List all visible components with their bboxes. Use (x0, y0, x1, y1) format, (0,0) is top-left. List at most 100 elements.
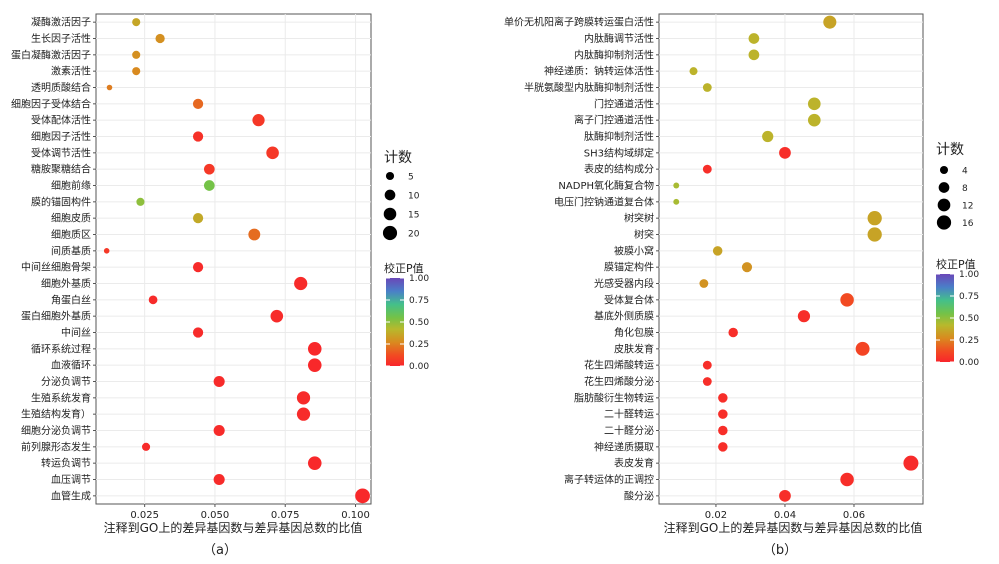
panel-b-color-legend-items: 1.00 0.75 0.50 0.25 0.00 (936, 270, 979, 368)
category-label: 间质基质 (51, 244, 91, 257)
size-legend-dot (938, 182, 950, 193)
category-label: 花生四烯酸转运 (584, 359, 654, 372)
category-label: 皮肤发育 (614, 342, 654, 355)
panel-b-size-legend-title: 计数 (936, 142, 964, 158)
category-label: 受体配体活性 (31, 114, 91, 127)
data-point (855, 341, 870, 356)
data-point (192, 213, 204, 224)
data-point (718, 409, 728, 419)
data-point (103, 248, 110, 254)
panel-b-grid (659, 14, 923, 504)
data-point (355, 488, 370, 504)
data-point (702, 360, 712, 370)
data-point (840, 293, 854, 307)
category-label: 肽酶抑制剂活性 (584, 130, 654, 143)
category-label: 光感受器内段 (594, 277, 654, 290)
category-label: 血管生成 (51, 489, 91, 502)
panel-b-category-labels: 单价无机阳离子跨膜转运蛋白活性内肽酶调节活性内肽酶抑制剂活性神经递质：钠转运体活… (504, 16, 659, 502)
data-point (106, 84, 113, 91)
data-point (203, 163, 215, 175)
data-point (136, 197, 145, 206)
category-label: 透明质酸结合 (31, 81, 91, 94)
panel-b-color-bar (936, 274, 954, 362)
data-point (762, 130, 774, 143)
data-point (779, 146, 791, 159)
color-legend-label: 1.00 (959, 270, 979, 280)
category-label: 分泌负调节 (41, 375, 91, 388)
panel-a-grid (96, 14, 371, 504)
data-point (718, 442, 728, 452)
data-point (252, 114, 265, 127)
data-point (797, 310, 811, 323)
category-label: 细胞因子受体结合 (11, 97, 91, 110)
data-point (867, 211, 882, 226)
size-legend-label: 10 (408, 192, 420, 202)
color-legend-label: 0.25 (409, 340, 429, 350)
panel-a-points (103, 18, 370, 504)
data-point (702, 83, 712, 92)
color-legend-label: 0.00 (409, 362, 429, 372)
data-point (748, 49, 760, 61)
category-label: 表皮发育 (614, 457, 654, 470)
panel-b-x-axis-title: 注释到GO上的差异基因数与差异基因总数的比值 (664, 520, 923, 535)
category-label: 神经递质：钠转运体活性 (544, 65, 654, 78)
data-point (307, 342, 322, 356)
data-point (307, 456, 322, 470)
panel-b-size-legend-items: 4 8 12 16 (936, 165, 974, 230)
data-point (132, 67, 141, 76)
size-legend-dot (383, 207, 397, 221)
size-legend-label: 16 (962, 219, 974, 229)
panel-b-color-legend-title: 校正P值 (936, 257, 976, 271)
category-label: 二十醛分泌 (604, 424, 654, 437)
category-label: 凝酶激活因子 (31, 16, 91, 29)
x-tick-label: 0.075 (271, 510, 300, 521)
category-label: 糖胺聚糖结合 (31, 163, 91, 176)
category-label: 细胞外基质 (41, 277, 91, 290)
category-label: 半胱氨酸型内肽酶抑制剂活性 (524, 81, 654, 94)
data-point (840, 472, 854, 487)
category-label: 膜的锚固构件 (31, 195, 91, 208)
x-tick-label: 0.02 (705, 510, 727, 521)
size-legend-dot (937, 198, 951, 212)
category-label: 树突树 (624, 212, 654, 225)
color-legend-label: 1.00 (409, 274, 429, 284)
data-point (748, 33, 760, 44)
panel-a-color-bar (386, 278, 404, 366)
size-legend-label: 12 (962, 202, 973, 212)
panel-a-x-axis-title: 注释到GO上的差异基因数与差异基因总数的比值 (104, 520, 363, 535)
category-label: 离子转运体的正调控 (564, 473, 654, 486)
category-label: 表皮的结构成分 (584, 163, 654, 176)
color-legend-label: 0.50 (409, 318, 429, 328)
category-label: 转运负调节 (41, 457, 91, 470)
data-point (192, 262, 204, 273)
data-point (807, 113, 821, 127)
category-label: 蛋白凝酶激活因子 (11, 48, 91, 61)
data-point (712, 246, 723, 256)
size-legend-dot (384, 189, 396, 201)
category-label: 中间丝细胞骨架 (21, 261, 91, 274)
panel-b-legend: 计数 4 8 12 16 校正P值 1.00 0.75 0.50 0.25 0.00 (936, 142, 979, 368)
data-point (673, 198, 680, 205)
data-point (718, 425, 728, 436)
category-label: 前列腺形态发生 (21, 440, 91, 453)
x-tick-label: 0.050 (201, 510, 230, 521)
data-point (266, 146, 279, 160)
category-label: 生殖系统发育 (31, 391, 91, 404)
category-label: 血液循环 (51, 359, 91, 372)
data-point (307, 358, 322, 372)
panel-a-legend: 计数 5 10 15 20 校正P值 1.00 0.75 0.50 0.25 0.00 (382, 150, 429, 372)
category-label: 神经递质摄取 (594, 440, 654, 453)
category-label: 受体调节活性 (31, 146, 91, 159)
data-point (867, 227, 882, 242)
data-point (689, 67, 698, 76)
category-label: 蛋白细胞外基质 (21, 310, 91, 323)
data-point (779, 489, 791, 502)
size-legend-dot (385, 171, 395, 181)
category-label: 内肽酶调节活性 (584, 32, 654, 45)
category-label: NADPH氧化酶复合物 (558, 179, 654, 192)
category-label: 单价无机阳离子跨膜转运蛋白活性 (504, 16, 654, 29)
data-point (294, 276, 308, 291)
category-label: 被膜小窝 (614, 244, 654, 257)
category-label: 角化包膜 (614, 326, 654, 339)
